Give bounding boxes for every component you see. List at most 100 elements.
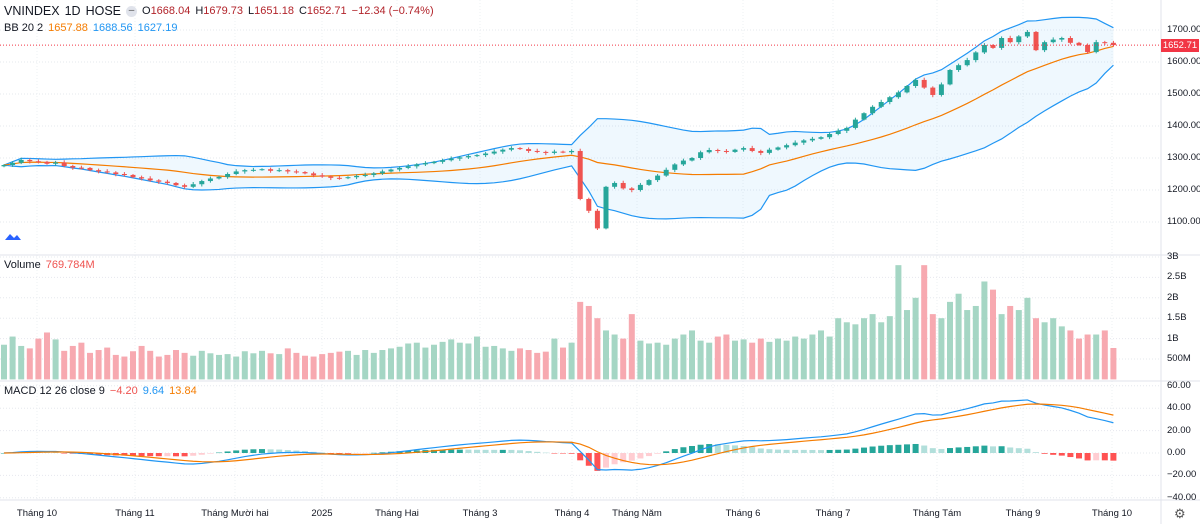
candle-body [878, 102, 884, 107]
macd-axis-label: 60.00 [1167, 379, 1191, 391]
candle-body [887, 97, 893, 102]
macd-histogram-bar [121, 453, 128, 456]
macd-histogram-bar [276, 449, 283, 453]
candle-body [328, 176, 334, 178]
volume-bar [818, 330, 824, 380]
candle-body [18, 159, 24, 163]
volume-bar [1050, 318, 1057, 380]
macd-histogram-bar [1033, 452, 1039, 453]
macd-histogram-bar [336, 453, 343, 454]
candle-body [139, 177, 145, 179]
volume-bar [1024, 297, 1031, 380]
volume-bar [474, 336, 480, 380]
volume-bar [972, 305, 979, 380]
candle-body [1042, 42, 1048, 51]
volume-bar [130, 351, 136, 380]
candle-body [1050, 39, 1056, 43]
macd-hist-value: −4.20 [109, 385, 138, 397]
volume-bar [637, 340, 644, 380]
candle-body [457, 157, 463, 159]
macd-histogram-bar [835, 449, 842, 453]
macd-histogram-bar [155, 453, 162, 457]
candle-body [723, 150, 729, 152]
candle-body [70, 166, 76, 168]
candle-body [1085, 45, 1091, 53]
candle-body [87, 167, 93, 171]
candle-body [10, 162, 16, 166]
volume-bar [1, 344, 7, 380]
volume-bar [465, 343, 472, 380]
candle-body [448, 158, 454, 161]
candle-body [190, 184, 196, 187]
candle-body [698, 152, 704, 158]
candle-body [1024, 31, 1030, 37]
high-value: 1679.73 [203, 5, 244, 17]
candle-body [637, 184, 643, 190]
macd-histogram-bar [938, 448, 945, 453]
volume-bar [327, 352, 334, 380]
macd-histogram-bar [671, 449, 678, 453]
volume-bar [302, 355, 308, 380]
candle-body [336, 177, 342, 179]
candle-body [1102, 42, 1108, 44]
macd-histogram-bar [1110, 453, 1117, 461]
volume-bar [388, 348, 394, 380]
macd-histogram-bar [164, 453, 171, 457]
volume-legend[interactable]: Volume 769.784M [4, 259, 95, 271]
gear-icon[interactable]: ⚙ [1174, 506, 1186, 521]
candle-body [801, 140, 807, 143]
macd-signal-value: 13.84 [169, 385, 197, 397]
price-axis-label: 1700.00 [1167, 24, 1200, 35]
candle-body [526, 149, 532, 151]
macd-histogram-bar [1007, 447, 1014, 453]
tradingview-logo-icon[interactable] [4, 230, 22, 249]
symbol-name: VNINDEX [4, 4, 60, 18]
macd-histogram-bar [929, 448, 936, 453]
candle-body [663, 169, 669, 176]
macd-histogram-bar [345, 453, 351, 454]
candle-body [543, 151, 549, 153]
macd-histogram-bar [663, 451, 670, 453]
macd-histogram-bar [413, 450, 420, 453]
time-axis-label: Tháng 11 [115, 508, 155, 519]
volume-bar [104, 347, 111, 380]
candle-body [870, 106, 876, 114]
candle-body [508, 148, 514, 150]
volume-bar [1110, 347, 1117, 380]
candle-body [113, 172, 119, 174]
volume-bar [1058, 326, 1065, 380]
volume-bar [362, 350, 369, 380]
candle-body [809, 138, 815, 141]
macd-histogram-bar [1101, 453, 1108, 461]
bb-basis-line [3, 45, 1114, 178]
candle-body [225, 174, 231, 177]
candle-body [1007, 38, 1013, 43]
volume-bar [697, 340, 704, 380]
volume-bar [869, 314, 876, 380]
macd-histogram-bar [1067, 453, 1074, 458]
candle-body [715, 150, 721, 151]
time-axis-label: Tháng Năm [612, 508, 662, 519]
macd-histogram-bar [465, 449, 472, 453]
candle-body [706, 150, 712, 153]
volume-bar [732, 340, 738, 380]
bb-fill [4, 17, 1114, 219]
volume-bar [9, 336, 16, 380]
candle-body [560, 151, 566, 153]
macd-histogram-bar [1015, 448, 1022, 453]
volume-bar [809, 334, 816, 380]
macd-histogram-bar [431, 449, 437, 453]
interval[interactable]: 1D [64, 4, 81, 18]
candle-body [302, 172, 308, 174]
macd-histogram-bar [499, 449, 506, 453]
macd-histogram-bar [1041, 453, 1048, 454]
candle-body [551, 151, 557, 153]
candle-body [491, 151, 497, 154]
bb-legend[interactable]: BB 20 2 1657.88 1688.56 1627.19 [4, 22, 177, 34]
macd-legend[interactable]: MACD 12 26 close 9 −4.20 9.64 13.84 [4, 385, 197, 397]
minus-icon[interactable]: – [126, 5, 137, 17]
macd-histogram-bar [972, 446, 979, 453]
volume-bar [843, 322, 850, 380]
time-axis-label: Tháng 10 [1091, 508, 1133, 519]
